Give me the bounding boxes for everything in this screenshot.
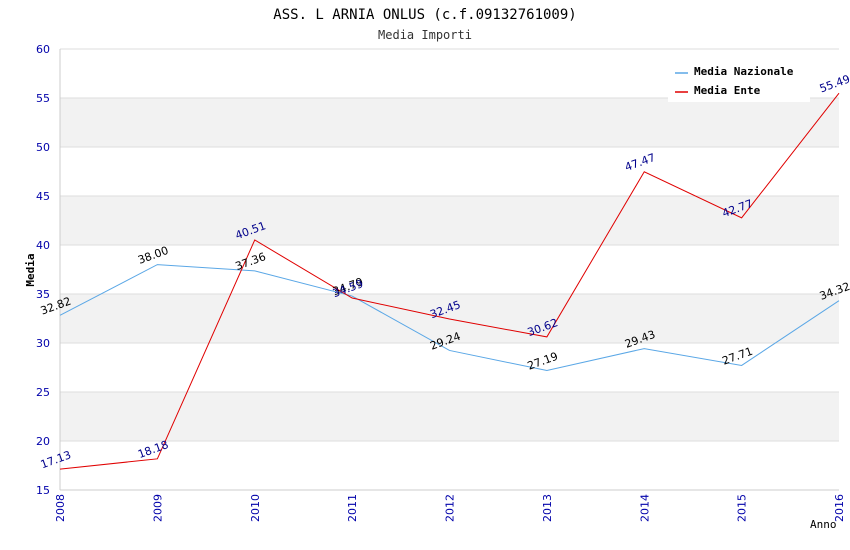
legend-item-media-nazionale: Media Nazionale <box>675 65 794 78</box>
x-tick-label: 2013 <box>541 494 554 522</box>
legend-box <box>668 60 810 102</box>
y-tick-label: 30 <box>36 337 50 350</box>
legend-label-media-ente: Media Ente <box>694 84 761 97</box>
x-tick-label: 2011 <box>346 494 359 522</box>
y-tick-label: 35 <box>36 288 50 301</box>
x-tick-label: 2015 <box>736 494 749 522</box>
data-label-media-nazionale: 27.71 <box>720 345 754 368</box>
gridlines <box>60 48 839 491</box>
legend-label-media-nazionale: Media Nazionale <box>694 65 794 78</box>
x-axis-label: Anno <box>810 518 837 531</box>
tick-labels: 15 20 25 30 35 40 45 50 55 60 2008 2009 2010 2011 2012… <box>36 43 846 522</box>
grid-bands <box>60 98 839 441</box>
y-tick-label: 50 <box>36 141 50 154</box>
grid-band <box>60 392 839 441</box>
y-tick-label: 45 <box>36 190 50 203</box>
legend: Media Nazionale Media Ente <box>668 60 810 102</box>
y-tick-label: 25 <box>36 386 50 399</box>
grid-band <box>60 98 839 147</box>
x-tick-label: 2014 <box>638 494 651 522</box>
data-label-media-nazionale: 38.00 <box>136 244 170 267</box>
legend-item-media-ente: Media Ente <box>675 84 761 97</box>
y-tick-label: 55 <box>36 92 50 105</box>
series-lines <box>59 92 840 470</box>
x-tick-label: 2009 <box>151 494 164 522</box>
data-label-media-ente: 18.18 <box>136 438 170 461</box>
y-tick-label: 15 <box>36 484 50 497</box>
data-label-media-nazionale: 37.36 <box>234 250 268 273</box>
y-axis-label: Media <box>24 253 37 286</box>
chart-title: ASS. L ARNIA ONLUS (c.f.09132761009) <box>273 7 576 23</box>
data-label-media-ente: 47.47 <box>623 151 657 174</box>
y-tick-label: 40 <box>36 239 50 252</box>
grid-band <box>60 196 839 245</box>
x-tick-label: 2008 <box>54 494 67 522</box>
series-line-media-ente <box>59 92 840 470</box>
x-tick-label: 2012 <box>444 494 457 522</box>
x-tick-label: 2016 <box>833 494 846 522</box>
series-line-media-nazionale <box>59 264 840 372</box>
x-tick-label: 2010 <box>249 494 262 522</box>
y-tick-label: 20 <box>36 435 50 448</box>
chart-subtitle: Media Importi <box>378 28 472 42</box>
y-tick-label: 60 <box>36 43 50 56</box>
data-label-media-ente: 55.49 <box>818 72 850 95</box>
axes <box>59 49 839 491</box>
